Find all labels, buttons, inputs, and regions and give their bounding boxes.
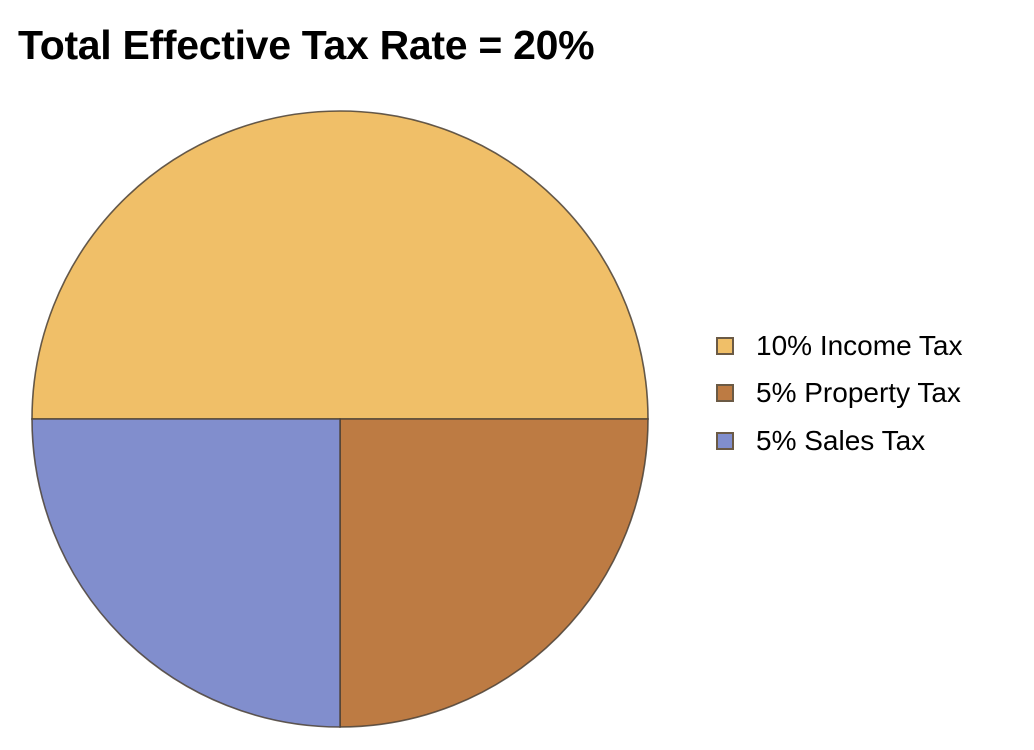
legend-swatch-property-tax [716,384,734,403]
pie-slice-sales-tax [31,418,341,728]
legend-label: 5% Property Tax [756,377,961,409]
legend-item-property-tax: 5% Property Tax [716,370,963,418]
legend-label: 5% Sales Tax [756,424,926,456]
legend: 10% Income Tax 5% Property Tax 5% Sales … [716,322,963,465]
legend-swatch-income-tax [716,336,734,355]
pie-slices [31,110,649,728]
legend-item-income-tax: 10% Income Tax [716,322,963,370]
chart-title: Total Effective Tax Rate = 20% [18,22,595,68]
legend-swatch-sales-tax [716,431,734,450]
pie-slice-income-tax [31,110,649,420]
pie-slice-property-tax [339,418,649,728]
legend-label: 10% Income Tax [756,329,963,361]
legend-item-sales-tax: 5% Sales Tax [716,417,963,465]
